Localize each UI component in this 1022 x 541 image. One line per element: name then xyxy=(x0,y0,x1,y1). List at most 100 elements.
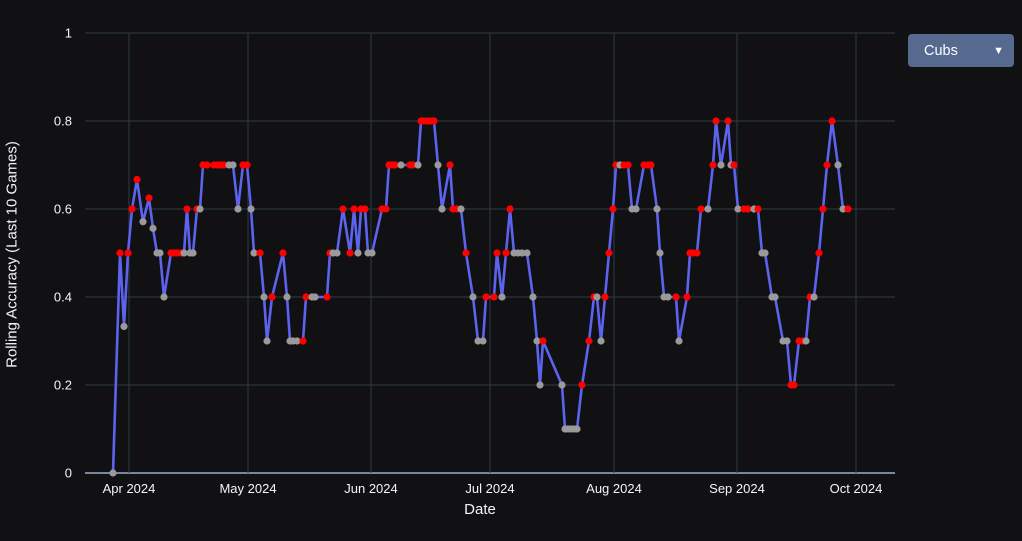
data-point-marker[interactable] xyxy=(490,293,498,301)
data-point-marker[interactable] xyxy=(493,249,501,257)
data-point-marker[interactable] xyxy=(709,161,717,169)
data-point-marker[interactable] xyxy=(149,224,157,232)
data-point-marker[interactable] xyxy=(256,249,264,257)
data-point-marker[interactable] xyxy=(124,249,132,257)
data-point-marker[interactable] xyxy=(697,205,705,213)
data-point-marker[interactable] xyxy=(834,161,842,169)
data-point-marker[interactable] xyxy=(339,205,347,213)
data-point-marker[interactable] xyxy=(844,205,852,213)
data-point-marker[interactable] xyxy=(672,293,680,301)
data-point-marker[interactable] xyxy=(744,205,752,213)
data-point-marker[interactable] xyxy=(730,161,738,169)
data-point-marker[interactable] xyxy=(438,205,446,213)
data-point-marker[interactable] xyxy=(268,293,276,301)
data-point-marker[interactable] xyxy=(457,205,465,213)
data-point-marker[interactable] xyxy=(203,161,211,169)
data-point-marker[interactable] xyxy=(754,205,762,213)
data-point-marker[interactable] xyxy=(819,205,827,213)
data-point-marker[interactable] xyxy=(189,249,197,257)
data-point-marker[interactable] xyxy=(482,293,490,301)
data-point-marker[interactable] xyxy=(518,249,526,257)
data-point-marker[interactable] xyxy=(139,218,147,226)
data-point-marker[interactable] xyxy=(498,293,506,301)
data-point-marker[interactable] xyxy=(533,337,541,345)
data-point-marker[interactable] xyxy=(828,117,836,125)
data-point-marker[interactable] xyxy=(656,249,664,257)
data-point-marker[interactable] xyxy=(116,249,124,257)
data-point-marker[interactable] xyxy=(180,249,188,257)
data-point-marker[interactable] xyxy=(624,161,632,169)
data-point-marker[interactable] xyxy=(529,293,537,301)
data-point-marker[interactable] xyxy=(156,249,164,257)
data-point-marker[interactable] xyxy=(446,161,454,169)
data-point-marker[interactable] xyxy=(717,161,725,169)
data-point-marker[interactable] xyxy=(810,293,818,301)
data-point-marker[interactable] xyxy=(771,293,779,301)
data-point-marker[interactable] xyxy=(647,161,655,169)
data-point-marker[interactable] xyxy=(790,381,798,389)
data-point-marker[interactable] xyxy=(506,205,514,213)
data-point-marker[interactable] xyxy=(462,249,470,257)
data-point-marker[interactable] xyxy=(585,337,593,345)
data-point-marker[interactable] xyxy=(311,293,319,301)
data-point-marker[interactable] xyxy=(597,337,605,345)
data-point-marker[interactable] xyxy=(120,322,128,331)
data-point-marker[interactable] xyxy=(299,337,307,345)
data-point-marker[interactable] xyxy=(664,293,672,301)
data-point-marker[interactable] xyxy=(683,293,691,301)
data-point-marker[interactable] xyxy=(761,249,769,257)
data-point-marker[interactable] xyxy=(783,337,791,345)
data-point-marker[interactable] xyxy=(229,161,237,169)
data-point-marker[interactable] xyxy=(802,337,810,345)
data-point-marker[interactable] xyxy=(145,194,153,202)
data-point-marker[interactable] xyxy=(247,205,255,213)
data-point-marker[interactable] xyxy=(196,205,204,213)
data-point-marker[interactable] xyxy=(558,381,566,389)
data-point-marker[interactable] xyxy=(183,205,191,213)
data-point-marker[interactable] xyxy=(397,161,405,169)
team-dropdown[interactable]: Cubs ▼ xyxy=(908,34,1014,67)
data-point-marker[interactable] xyxy=(693,249,701,257)
data-point-marker[interactable] xyxy=(523,249,531,257)
data-point-marker[interactable] xyxy=(430,117,438,125)
data-point-marker[interactable] xyxy=(279,249,287,257)
data-point-marker[interactable] xyxy=(578,381,586,389)
data-point-marker[interactable] xyxy=(109,469,117,477)
data-point-marker[interactable] xyxy=(391,161,399,169)
data-point-marker[interactable] xyxy=(350,205,358,213)
data-point-marker[interactable] xyxy=(712,117,720,125)
data-point-marker[interactable] xyxy=(243,161,251,169)
data-point-marker[interactable] xyxy=(133,175,141,184)
data-point-marker[interactable] xyxy=(293,337,301,345)
data-point-marker[interactable] xyxy=(573,425,581,433)
data-point-marker[interactable] xyxy=(346,249,354,257)
data-point-marker[interactable] xyxy=(434,161,442,169)
data-point-marker[interactable] xyxy=(469,293,477,301)
data-point-marker[interactable] xyxy=(250,249,258,257)
data-point-marker[interactable] xyxy=(220,161,228,169)
data-point-marker[interactable] xyxy=(704,205,712,213)
data-point-marker[interactable] xyxy=(539,337,547,345)
data-point-marker[interactable] xyxy=(368,249,376,257)
data-point-marker[interactable] xyxy=(823,161,831,169)
data-point-marker[interactable] xyxy=(414,161,422,169)
data-point-marker[interactable] xyxy=(260,293,268,301)
data-point-marker[interactable] xyxy=(283,293,291,301)
data-point-marker[interactable] xyxy=(734,205,742,213)
data-point-marker[interactable] xyxy=(361,205,369,213)
data-point-marker[interactable] xyxy=(609,205,617,213)
data-point-marker[interactable] xyxy=(839,205,847,213)
data-point-marker[interactable] xyxy=(632,205,640,213)
data-point-marker[interactable] xyxy=(815,249,823,257)
data-point-marker[interactable] xyxy=(382,205,390,213)
data-point-marker[interactable] xyxy=(263,337,271,345)
data-point-marker[interactable] xyxy=(653,205,661,213)
data-point-marker[interactable] xyxy=(675,337,683,345)
data-point-marker[interactable] xyxy=(593,293,601,301)
data-point-marker[interactable] xyxy=(536,381,544,389)
data-point-marker[interactable] xyxy=(724,117,732,125)
data-point-marker[interactable] xyxy=(302,293,310,301)
data-point-marker[interactable] xyxy=(354,249,362,257)
data-point-marker[interactable] xyxy=(502,249,510,257)
data-point-marker[interactable] xyxy=(333,249,341,257)
